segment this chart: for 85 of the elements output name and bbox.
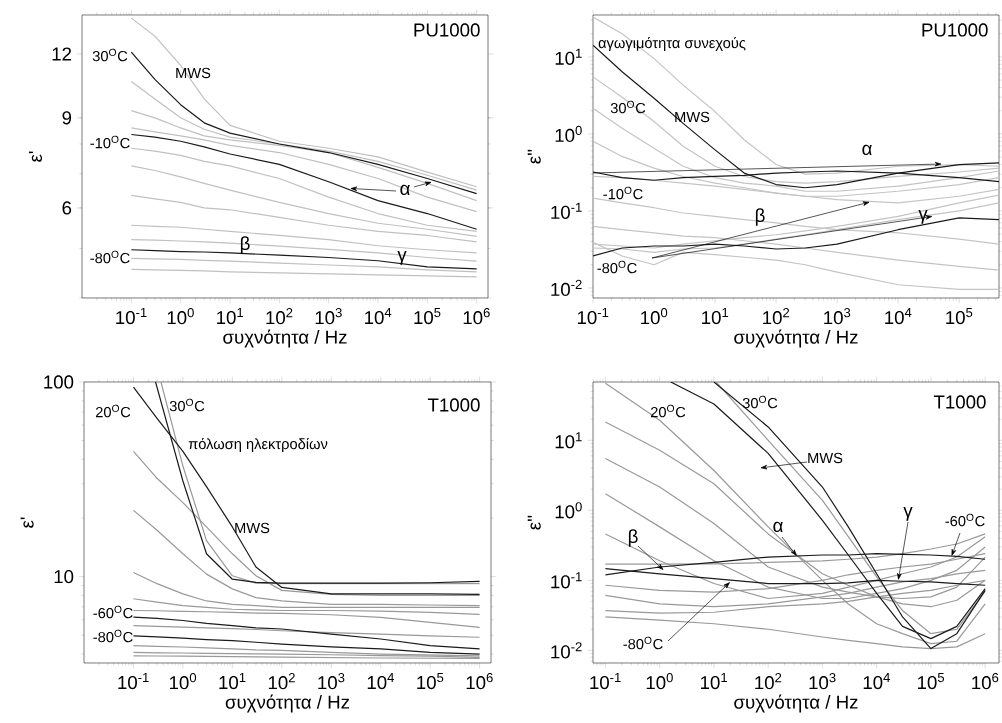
annotation: -80$^{O}$C: [597, 260, 637, 274]
annotation: πόλωση ηλεκτροδίων: [188, 437, 328, 453]
y-axis-title: ε': [29, 151, 43, 162]
annotation: MWS: [176, 67, 211, 79]
x-tick-label: 10$^{1}$: [217, 308, 244, 325]
annotation: β: [628, 529, 638, 547]
y-tick-label: 10$^{1}$: [555, 48, 582, 65]
y-axis-title: ε'': [527, 149, 541, 164]
y-tick-label: 6: [62, 201, 72, 215]
x-tick-label: 10$^{2}$: [763, 308, 790, 325]
annotation: 30$^{O}$C: [92, 48, 128, 62]
y-tick-label: 10$^{0}$: [555, 125, 582, 143]
x-tick-label: 10$^{3}$: [315, 308, 342, 325]
annotation: -80$^{O}$C: [623, 636, 663, 650]
x-tick-label: 10$^{5}$: [417, 673, 444, 690]
annotation: β: [240, 236, 250, 254]
x-tick-label: 10$^{3}$: [824, 308, 851, 325]
x-tick-label: 10$^{4}$: [885, 308, 912, 325]
y-tick-label: 10$^{0}$: [555, 502, 582, 519]
annotation: 30$^{O}$C: [610, 100, 646, 114]
x-axis-title: συχνότητα / Hz: [734, 329, 858, 348]
annotation: T1000: [933, 395, 986, 409]
annotation: 20$^{O}$C: [650, 404, 686, 418]
annotation: -10$^{O}$C: [90, 135, 130, 149]
y-tick-label: 10: [54, 570, 74, 584]
x-tick-label: 10$^{4}$: [863, 673, 890, 690]
annotation: 30$^{O}$C: [169, 398, 205, 412]
x-tick-label: 10$^{2}$: [266, 308, 293, 325]
x-tick-label: 10$^{3}$: [809, 673, 836, 690]
x-tick-label: 10$^{0}$: [646, 673, 673, 690]
x-tick-label: 10$^{1}$: [702, 308, 729, 325]
y-tick-label: 10$^{-2}$: [551, 279, 582, 297]
x-tick-label: 10$^{4}$: [365, 308, 392, 325]
annotation: αγωγιμότητα συνεχούς: [598, 36, 746, 52]
annotation: β: [755, 208, 765, 226]
x-tick-label: 10$^{3}$: [318, 673, 345, 690]
y-tick-label: 12: [52, 47, 72, 61]
y-tick-label: 10$^{1}$: [555, 432, 582, 449]
x-tick-label: 10$^{6}$: [463, 308, 490, 325]
annotation: 20$^{O}$C: [95, 404, 131, 418]
annotation: α: [773, 521, 783, 533]
x-axis-title: συχνότητα / Hz: [223, 329, 347, 348]
annotation: -80$^{O}$C: [90, 250, 130, 264]
x-tick-label: 10$^{6}$: [972, 673, 999, 690]
annotation: γ: [903, 507, 913, 521]
x-tick-label: 10$^{2}$: [268, 673, 295, 690]
x-tick-label: 10$^{5}$: [414, 308, 441, 325]
annotation: 30$^{O}$C: [742, 395, 778, 409]
x-tick-label: 10$^{-1}$: [118, 673, 149, 690]
y-tick-label: 10$^{-2}$: [551, 642, 582, 659]
annotation: γ: [918, 210, 928, 224]
x-axis-title: συχνότητα / Hz: [225, 694, 350, 713]
annotation: -10$^{O}$C: [603, 186, 643, 200]
annotation: -60$^{O}$C: [945, 513, 985, 527]
annotation: MWS: [235, 522, 270, 534]
annotation: MWS: [675, 111, 710, 123]
annotation: MWS: [808, 452, 843, 464]
annotation: γ: [397, 251, 407, 265]
y-tick-label: 10$^{-1}$: [551, 202, 582, 219]
x-tick-label: 10$^{2}$: [755, 673, 782, 690]
x-tick-label: 10$^{5}$: [946, 308, 973, 325]
annotation: -80$^{O}$C: [93, 629, 133, 643]
x-tick-label: 10$^{5}$: [917, 673, 945, 690]
x-tick-label: 10$^{6}$: [466, 673, 493, 690]
x-tick-label: 10$^{0}$: [641, 308, 668, 325]
y-tick-label: 100: [44, 375, 74, 389]
annotation: α: [862, 144, 872, 156]
x-tick-label: 10$^{4}$: [367, 673, 394, 690]
x-axis-title: συχνότητα / Hz: [734, 694, 858, 713]
x-tick-label: 10$^{-1}$: [577, 308, 609, 325]
x-tick-label: 10$^{1}$: [219, 673, 246, 690]
y-tick-label: 9: [62, 111, 72, 125]
annotation: PU1000: [414, 23, 480, 37]
x-tick-label: 10$^{0}$: [167, 308, 194, 325]
x-tick-label: 10$^{-1}$: [590, 673, 621, 690]
annotation: -60$^{O}$C: [93, 605, 133, 619]
annotation: T1000: [427, 398, 480, 412]
y-axis-title: ε'': [527, 515, 541, 530]
x-tick-label: 10$^{0}$: [169, 673, 197, 690]
x-tick-label: 10$^{1}$: [701, 673, 727, 690]
annotation: PU1000: [922, 23, 988, 37]
x-tick-label: 10$^{-1}$: [116, 308, 147, 325]
annotation: α: [400, 184, 410, 196]
y-tick-label: 10$^{-1}$: [551, 572, 582, 589]
y-axis-title: ε': [20, 517, 34, 528]
